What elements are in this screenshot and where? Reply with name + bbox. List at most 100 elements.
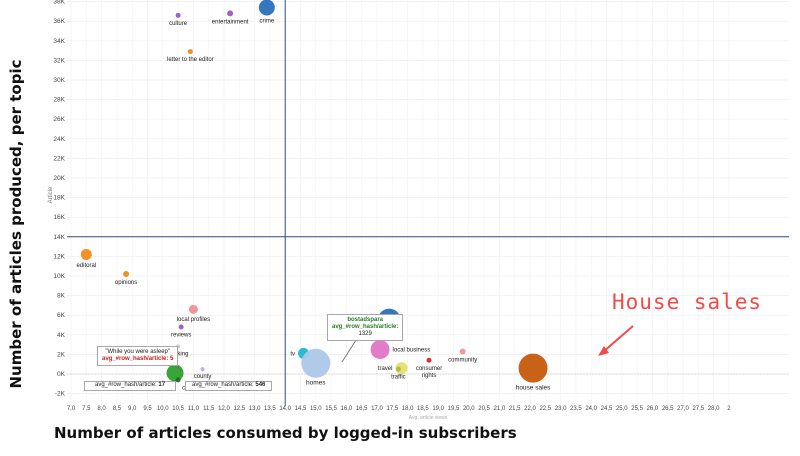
y-tick-label: 18K: [53, 195, 65, 202]
x-tick-label: 22,0: [524, 406, 536, 412]
x-tick-label: 2: [727, 406, 731, 412]
x-tick-label: 23,0: [555, 406, 567, 412]
tooltip-asleep: "While you were asleep" avg_#row_hash/ar…: [97, 346, 179, 366]
annotation-arrow: [602, 325, 634, 353]
x-tick-label: 15,0: [310, 406, 322, 412]
tooltip-city-council-line: avg_#row_hash/article:: [192, 382, 254, 388]
x-tick-label: 16,5: [356, 406, 368, 412]
y-tick-label: 28K: [53, 97, 65, 104]
tooltip-asleep-value: 5: [170, 356, 174, 362]
point-traffic: [395, 366, 401, 372]
point-house-sales: [518, 353, 548, 383]
x-tick-label: 21,5: [509, 406, 521, 412]
y-tick-label: 10K: [53, 273, 65, 280]
point-city-council: [175, 377, 181, 383]
point-entertainment: [227, 10, 234, 17]
point-community: [459, 348, 466, 355]
y-tick-label: 2K: [57, 351, 66, 358]
y-tick-label: 38K: [53, 0, 65, 6]
x-tick-label: 25,5: [631, 406, 643, 412]
tooltip-health: avg_#row_hash/article: 17: [84, 381, 177, 391]
x-tick-label: 13,5: [264, 406, 276, 412]
y-tick-label: 8K: [57, 293, 66, 300]
point-label: crime: [260, 18, 275, 24]
y-tick-label: 34K: [53, 38, 65, 45]
point-label: reviews: [171, 332, 191, 338]
y-axis-ticks: 38K 36K 34K 32K 30K 28K 26K 24K 22K 20K 18K 16K 14K 1…: [53, 0, 65, 398]
y-tick-label: 36K: [53, 18, 65, 25]
x-axis-ticks: 7,0 7,5 8,0 8,5 9,0 9,5 10,0 10,5 11,0 11,5 12,0 12…: [67, 406, 731, 412]
point-label: rights: [422, 373, 437, 379]
tooltip-homes: bostadspara avg_#row_hash/article: 1329: [327, 314, 404, 341]
x-tick-label: 7,5: [82, 406, 91, 412]
point-label: homes: [306, 380, 326, 387]
point-label: traffic: [391, 375, 406, 381]
y-tick-label: 12K: [53, 253, 65, 260]
point-opinions: [123, 271, 130, 278]
y-tick-label: 24K: [53, 136, 65, 143]
x-tick-label: 27,5: [692, 406, 704, 412]
x-tick-label: 26,5: [662, 406, 674, 412]
tooltip-city-council-value: 546: [255, 382, 266, 388]
y-tick-label: 0K: [57, 371, 66, 378]
point-label: editoral: [76, 263, 96, 269]
x-tick-label: 17,0: [371, 406, 383, 412]
point-consumer-rights: [426, 357, 432, 363]
x-tick-label: 14,5: [295, 406, 307, 412]
tooltip-homes-line: avg_#row_hash/article:: [332, 324, 399, 330]
x-tick-label: 25,0: [616, 406, 628, 412]
point-label: travel: [378, 366, 393, 372]
x-tick-label: 11,5: [203, 406, 215, 412]
x-tick-label: 24,0: [585, 406, 597, 412]
x-tick-label: 16,0: [341, 406, 353, 412]
point-label: opinions: [115, 280, 137, 286]
y-tick-label: 30K: [53, 77, 65, 84]
y-tick-label: 20K: [53, 175, 65, 182]
y-tick-label: 22K: [53, 155, 65, 162]
x-tick-label: 9,0: [128, 406, 137, 412]
y-tick-label: 16K: [53, 214, 65, 221]
point-local-profiles: [188, 304, 198, 314]
point-reviews: [178, 324, 184, 330]
x-tick-label: 8,0: [97, 406, 106, 412]
tooltip-homes-title: bostadspara: [347, 317, 384, 323]
x-tick-label: 9,5: [143, 406, 152, 412]
x-tick-label: 8,5: [113, 406, 122, 412]
x-tick-label: 12,0: [218, 406, 230, 412]
point-local-business: [370, 340, 390, 359]
point-label: house sales: [516, 385, 551, 392]
point-culture: [175, 12, 181, 18]
x-tick-label: 17,5: [386, 406, 398, 412]
inner-y-axis-label: Article: [48, 186, 54, 203]
tooltip-asleep-line: avg_#row_hash/article:: [102, 356, 169, 362]
point-letter-to-the-editor: [187, 49, 193, 55]
y-tick-label: 4K: [57, 332, 66, 339]
x-tick-label: 13,0: [249, 406, 261, 412]
y-tick-label: -2K: [55, 391, 66, 398]
point-label: letter to the editor: [167, 57, 214, 63]
y-tick-label: 26K: [53, 116, 65, 123]
y-tick-label: 6K: [57, 312, 66, 319]
tooltip-city-council: avg_#row_hash/article: 546: [185, 381, 273, 391]
x-tick-label: 24,5: [601, 406, 613, 412]
plot-area: [67, 0, 789, 406]
x-tick-label: 18,0: [402, 406, 414, 412]
x-tick-label: 18,5: [417, 406, 429, 412]
x-tick-label: 27,0: [677, 406, 689, 412]
tooltip-asleep-title: "While you were asleep": [105, 349, 170, 355]
tooltip-homes-value: 1329: [358, 331, 372, 337]
point-label: local business: [393, 348, 431, 354]
x-tick-label: 12,5: [233, 406, 245, 412]
tooltip-health-value: 17: [158, 382, 166, 388]
x-tick-label: 11,0: [188, 406, 200, 412]
x-tick-label: 22,5: [539, 406, 551, 412]
x-tick-label: 19,0: [432, 406, 444, 412]
point-label: culture: [169, 21, 188, 27]
x-tick-label: 21,0: [494, 406, 506, 412]
point-county: [200, 367, 205, 372]
point-label: county: [194, 374, 212, 380]
y-tick-label: 32K: [53, 57, 65, 64]
tooltip-pointer-homes: [341, 336, 359, 363]
x-tick-label: 10,5: [172, 406, 184, 412]
